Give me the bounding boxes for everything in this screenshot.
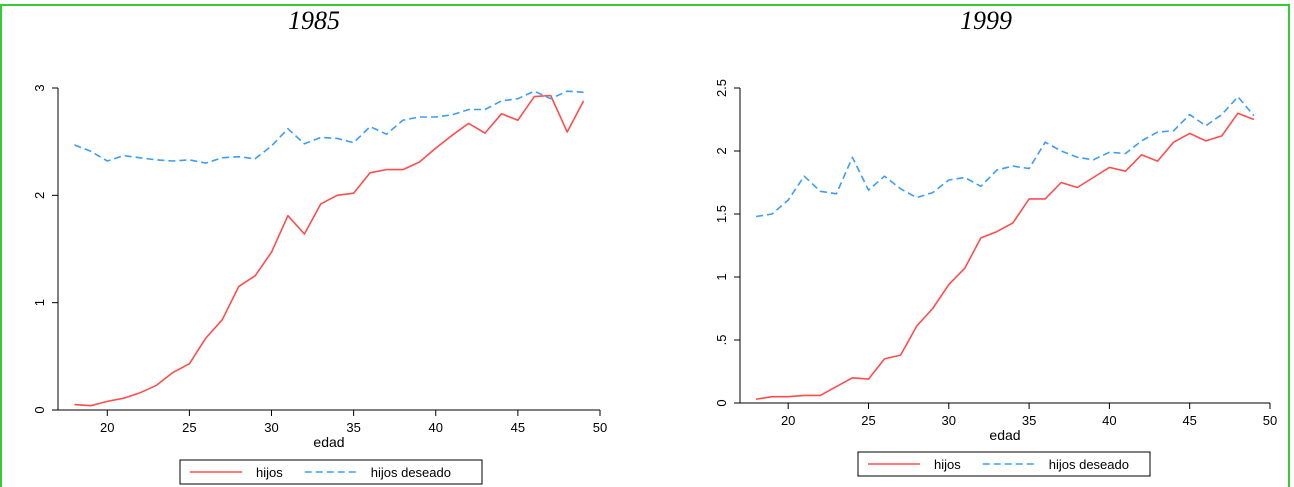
y-tick-label: 2.5	[714, 79, 729, 97]
y-tick-label: 1	[714, 273, 729, 280]
legend-label: hijos deseado	[1049, 457, 1129, 472]
y-tick-label: 2	[714, 147, 729, 154]
series-line-hijos	[755, 112, 1255, 400]
x-tick-label: 45	[1182, 413, 1196, 428]
x-tick-label: 40	[1102, 413, 1116, 428]
x-tick-label: 50	[1263, 413, 1277, 428]
y-tick-label: .5	[714, 335, 729, 346]
x-tick-label: 40	[429, 420, 443, 435]
x-tick-label: 25	[861, 413, 875, 428]
x-axis-label: edad	[989, 427, 1020, 443]
x-axis-label: edad	[313, 434, 344, 450]
y-tick-label: 3	[32, 84, 47, 91]
series-line-hijos-deseado	[74, 90, 584, 164]
series-line-hijos	[74, 94, 585, 407]
y-tick-label: 2	[32, 192, 47, 199]
y-tick-label: 0	[714, 399, 729, 406]
y-tick-label: 1	[32, 299, 47, 306]
chart-title-1985: 1985	[288, 6, 340, 35]
x-tick-label: 45	[511, 420, 525, 435]
x-tick-label: 35	[346, 420, 360, 435]
x-tick-label: 50	[593, 420, 607, 435]
x-tick-label: 30	[264, 420, 278, 435]
legend-label: hijos	[934, 457, 961, 472]
y-tick-label: 0	[32, 406, 47, 413]
legend-label: hijos deseado	[371, 465, 451, 480]
x-tick-label: 30	[942, 413, 956, 428]
series-line-hijos-deseado	[755, 96, 1255, 218]
x-tick-label: 20	[781, 413, 795, 428]
chart-title-1999: 1999	[960, 6, 1012, 35]
y-tick-label: 1.5	[714, 205, 729, 223]
x-tick-label: 35	[1022, 413, 1036, 428]
legend-label: hijos	[256, 465, 283, 480]
x-tick-label: 20	[100, 420, 114, 435]
x-tick-label: 25	[182, 420, 196, 435]
slide-frame	[0, 4, 1290, 487]
